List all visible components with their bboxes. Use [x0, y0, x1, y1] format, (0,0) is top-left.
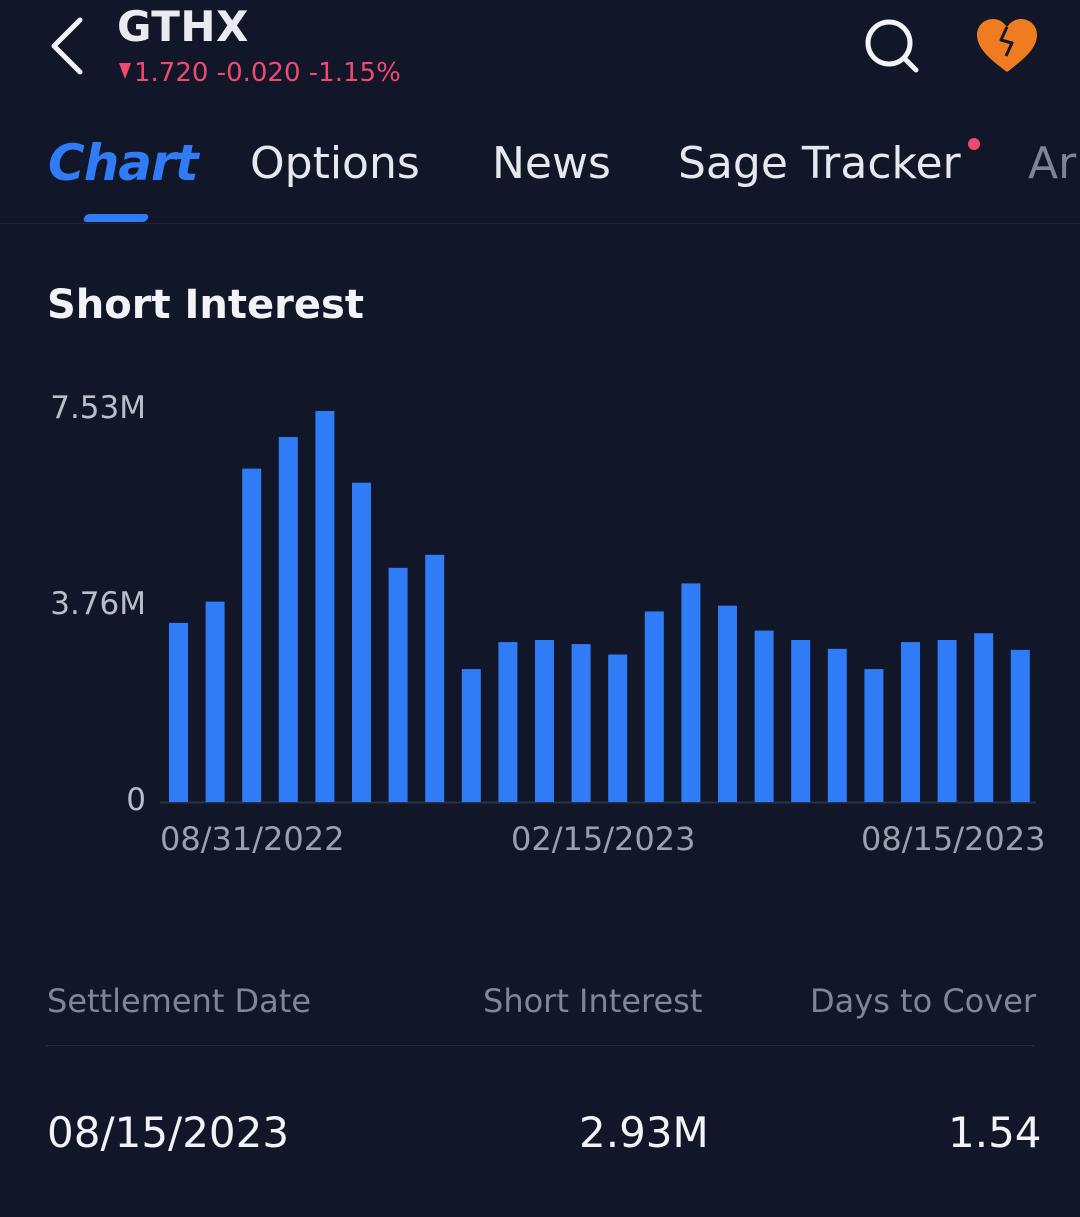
search-icon	[865, 19, 919, 73]
cell-days-to-cover: 1.54	[948, 1108, 1042, 1157]
price-change-percent: -1.15%	[308, 58, 401, 88]
table-divider	[46, 1045, 1034, 1046]
column-header-settlement-date: Settlement Date	[47, 982, 312, 1020]
back-button[interactable]	[44, 14, 94, 78]
short-interest-bar[interactable]	[754, 630, 774, 802]
short-interest-bar[interactable]	[461, 669, 481, 802]
tab-options[interactable]: Options	[250, 138, 420, 189]
price-quote: 1.720 -0.020 -1.15%	[118, 58, 401, 88]
short-interest-bar[interactable]	[901, 642, 920, 802]
ticker-symbol: GTHX	[117, 2, 249, 51]
x-tick-label: 08/31/2022	[160, 820, 345, 858]
short-interest-bar[interactable]	[644, 611, 664, 802]
short-interest-bar[interactable]	[571, 644, 591, 802]
short-interest-bar[interactable]	[315, 411, 335, 802]
short-interest-bar[interactable]	[205, 601, 225, 802]
short-interest-bar[interactable]	[608, 654, 628, 803]
last-price: 1.720	[134, 58, 209, 88]
short-interest-bar[interactable]	[827, 648, 847, 802]
short-interest-bar[interactable]	[242, 468, 262, 802]
y-tick-label: 0	[126, 782, 146, 818]
notification-dot	[968, 138, 980, 150]
short-interest-bar[interactable]	[535, 640, 554, 802]
short-interest-bar[interactable]	[169, 622, 188, 802]
short-interest-bar[interactable]	[864, 669, 884, 802]
y-tick-label: 7.53M	[50, 390, 146, 426]
heart-icon	[977, 19, 1037, 72]
chevron-left-icon	[51, 17, 83, 75]
short-interest-bar[interactable]	[1010, 649, 1030, 802]
short-interest-bar[interactable]	[498, 642, 518, 802]
tab-overflow[interactable]: Ar	[1028, 138, 1077, 189]
tab-news[interactable]: News	[492, 138, 611, 189]
short-interest-bar[interactable]	[681, 583, 701, 802]
short-interest-bar[interactable]	[718, 605, 737, 802]
short-interest-bar[interactable]	[937, 640, 957, 802]
short-interest-bar[interactable]	[791, 640, 811, 802]
price-change: -0.020	[216, 58, 301, 88]
cell-settlement-date: 08/15/2023	[47, 1108, 290, 1157]
search-button[interactable]	[862, 16, 922, 76]
tab-chart[interactable]: Chart	[48, 134, 199, 192]
x-tick-label: 02/15/2023	[511, 820, 696, 858]
column-header-short-interest: Short Interest	[483, 982, 703, 1020]
short-interest-bar[interactable]	[974, 633, 994, 802]
tab-sage-tracker[interactable]: Sage Tracker	[678, 138, 961, 189]
favorite-button[interactable]	[972, 16, 1042, 76]
column-header-days-to-cover: Days to Cover	[810, 982, 1037, 1020]
short-interest-bar[interactable]	[352, 482, 371, 802]
short-interest-bar[interactable]	[388, 567, 408, 802]
short-interest-bar[interactable]	[278, 437, 298, 802]
short-interest-bar[interactable]	[425, 554, 445, 802]
price-down-icon	[118, 58, 132, 88]
cell-short-interest: 2.93M	[579, 1108, 709, 1157]
y-tick-label: 3.76M	[50, 586, 146, 622]
tab-bar: Chart Options News Sage Tracker Ar	[0, 118, 1080, 224]
section-title: Short Interest	[47, 282, 364, 328]
x-tick-label: 08/15/2023	[861, 820, 1046, 858]
short-interest-chart	[160, 411, 1036, 804]
